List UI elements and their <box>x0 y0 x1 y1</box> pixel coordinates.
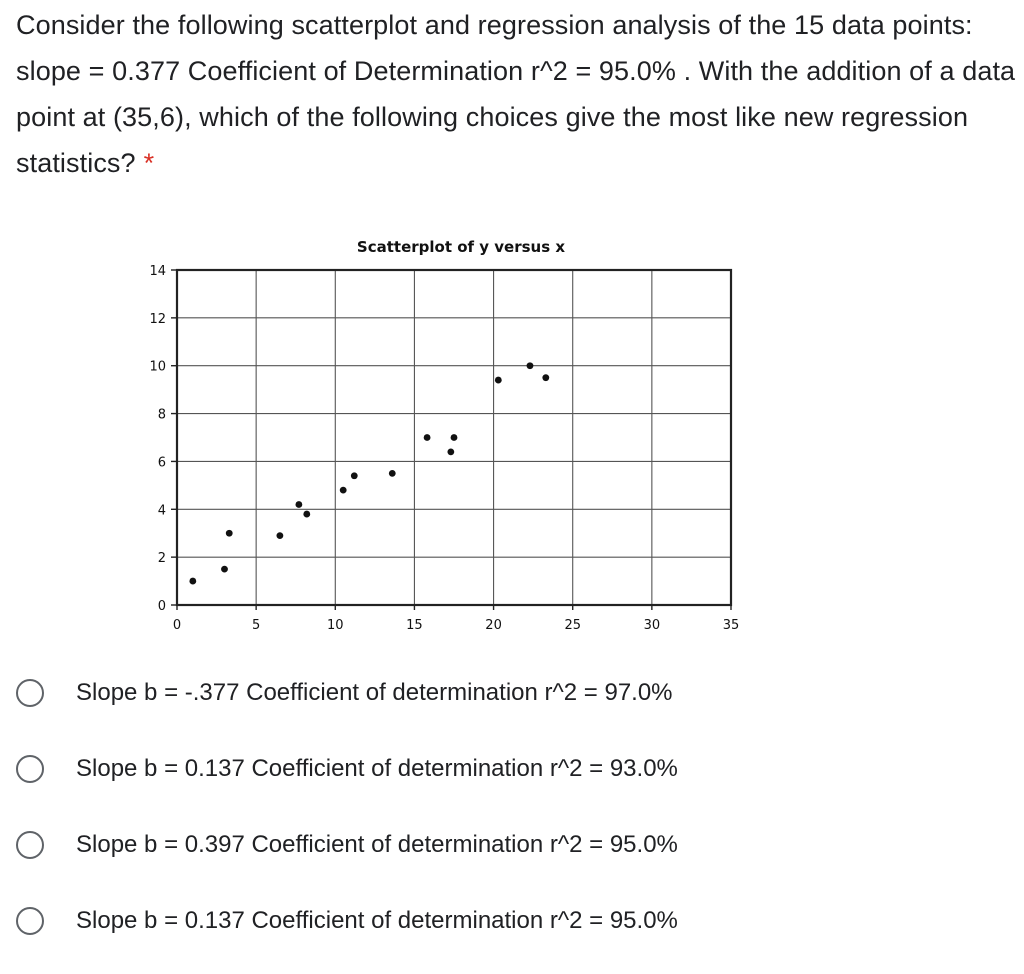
chart-points <box>189 362 550 585</box>
x-tick-label: 25 <box>564 618 581 633</box>
answer-option-label: Slope b = 0.397 Coefficient of determina… <box>76 831 678 858</box>
answer-options: Slope b = -.377 Coefficient of determina… <box>14 670 1004 974</box>
question-text: Consider the following scatterplot and r… <box>16 10 1016 178</box>
answer-option-3[interactable]: Slope b = 0.397 Coefficient of determina… <box>14 822 1004 868</box>
radio-button[interactable] <box>16 907 44 935</box>
data-point <box>339 486 347 494</box>
data-point <box>447 448 455 456</box>
radio-button[interactable] <box>16 755 44 783</box>
y-tick-label: 0 <box>158 599 166 614</box>
x-tick-label: 20 <box>485 618 502 633</box>
x-tick-label: 30 <box>644 618 661 633</box>
x-tick-label: 0 <box>173 618 181 633</box>
x-tick-label: 35 <box>723 618 740 633</box>
answer-option-1[interactable]: Slope b = -.377 Coefficient of determina… <box>14 670 1004 716</box>
chart-title: Scatterplot of y versus x <box>357 238 565 256</box>
x-tick-label: 10 <box>327 618 344 633</box>
data-point <box>526 362 534 370</box>
data-point <box>350 472 358 480</box>
answer-option-label: Slope b = 0.137 Coefficient of determina… <box>76 755 678 782</box>
data-point <box>542 374 550 382</box>
data-point <box>221 565 228 573</box>
plot-frame <box>175 268 733 607</box>
scatterplot-image: Scatterplot of y versus x 0 5 10 15 20 25 30 35… <box>135 222 855 652</box>
answer-option-label: Slope b = -.377 Coefficient of determina… <box>76 679 673 706</box>
answer-option-4[interactable]: Slope b = 0.137 Coefficient of determina… <box>14 898 1004 944</box>
scatterplot-chart: Scatterplot of y versus x 0 5 10 15 20 25 30 35… <box>149 238 739 633</box>
data-point <box>295 501 303 508</box>
chart-ticks: 0 5 10 15 20 25 30 35 0 2 4 6 8 10 12 14 <box>149 264 739 633</box>
data-point <box>423 434 431 441</box>
x-tick-label: 5 <box>252 618 260 633</box>
question-text-block: Consider the following scatterplot and r… <box>16 2 1016 186</box>
data-point <box>276 532 284 540</box>
answer-option-label: Slope b = 0.137 Coefficient of determina… <box>76 907 678 934</box>
data-point <box>494 376 502 384</box>
data-point <box>225 529 233 537</box>
data-point <box>303 510 311 518</box>
data-point <box>388 469 396 477</box>
y-tick-label: 4 <box>158 503 166 518</box>
required-marker: * <box>143 148 155 178</box>
radio-button[interactable] <box>16 831 44 859</box>
radio-button[interactable] <box>16 679 44 707</box>
y-tick-label: 12 <box>149 312 166 327</box>
chart-grid <box>177 270 731 605</box>
data-point <box>450 434 458 441</box>
y-tick-label: 6 <box>158 455 166 470</box>
y-tick-label: 2 <box>158 551 166 566</box>
y-tick-label: 8 <box>158 408 166 423</box>
answer-option-2[interactable]: Slope b = 0.137 Coefficient of determina… <box>14 746 1004 792</box>
data-point <box>189 577 197 585</box>
y-tick-label: 14 <box>149 264 166 279</box>
y-tick-label: 10 <box>149 360 166 375</box>
chart-axes <box>175 268 733 607</box>
x-tick-label: 15 <box>406 618 423 633</box>
